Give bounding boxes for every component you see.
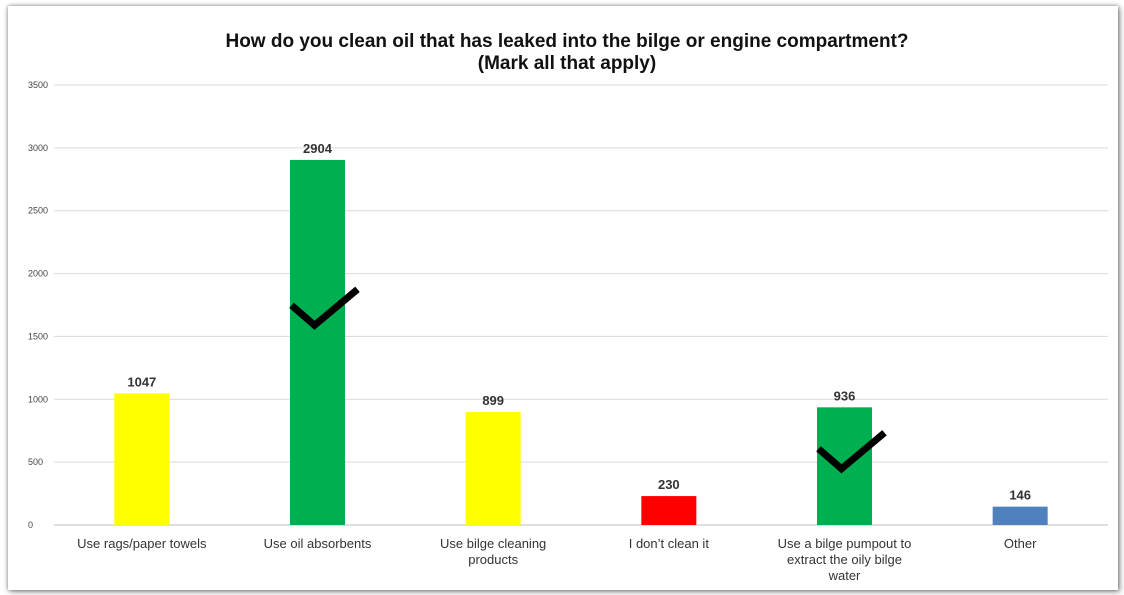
y-tick-label: 1000 [28,394,48,404]
checkmark-icon [816,430,887,474]
x-tick-label: Use oil absorbents [264,536,372,551]
data-label: 936 [834,388,856,403]
data-label: 1047 [127,374,156,389]
value-labels: 1047 2904 899 230 936 146 [127,141,1031,503]
x-tick-label: I don’t clean it [629,536,710,551]
bar [465,411,521,525]
y-tick-label: 1500 [28,331,48,341]
y-tick-label: 2500 [28,206,48,216]
bar [641,496,697,525]
bar [114,393,170,525]
x-tick-label: Other [1004,536,1037,551]
gridlines [54,84,1108,526]
y-axis-ticks: 0 500 1000 1500 2000 2500 3000 3500 [28,80,48,530]
y-tick-label: 2000 [28,269,48,279]
y-tick-label: 3500 [28,80,48,90]
chart-title: How do you clean oil that has leaked int… [225,31,908,52]
data-label: 899 [482,393,504,408]
checkmark-icon [289,286,360,330]
data-label: 230 [658,477,680,492]
x-tick-label: Use rags/paper towels [77,536,207,551]
x-axis-categories: Use rags/paper towels Use oil absorbents U… [77,536,1037,583]
chart-frame [8,6,1118,590]
x-tick-label: Use bilge cleaning products [440,536,546,567]
x-tick-label: Use a bilge pumpout to extract the oily b… [778,536,912,583]
data-label: 2904 [303,141,333,156]
bar [290,159,345,525]
y-tick-label: 500 [28,457,43,467]
bar [992,506,1048,525]
chart-subtitle: (Mark all that apply) [478,53,656,74]
checkmarks [289,286,887,474]
y-tick-label: 0 [28,520,33,530]
bars [114,159,1048,525]
y-tick-label: 3000 [28,143,48,153]
data-label: 146 [1009,488,1031,503]
